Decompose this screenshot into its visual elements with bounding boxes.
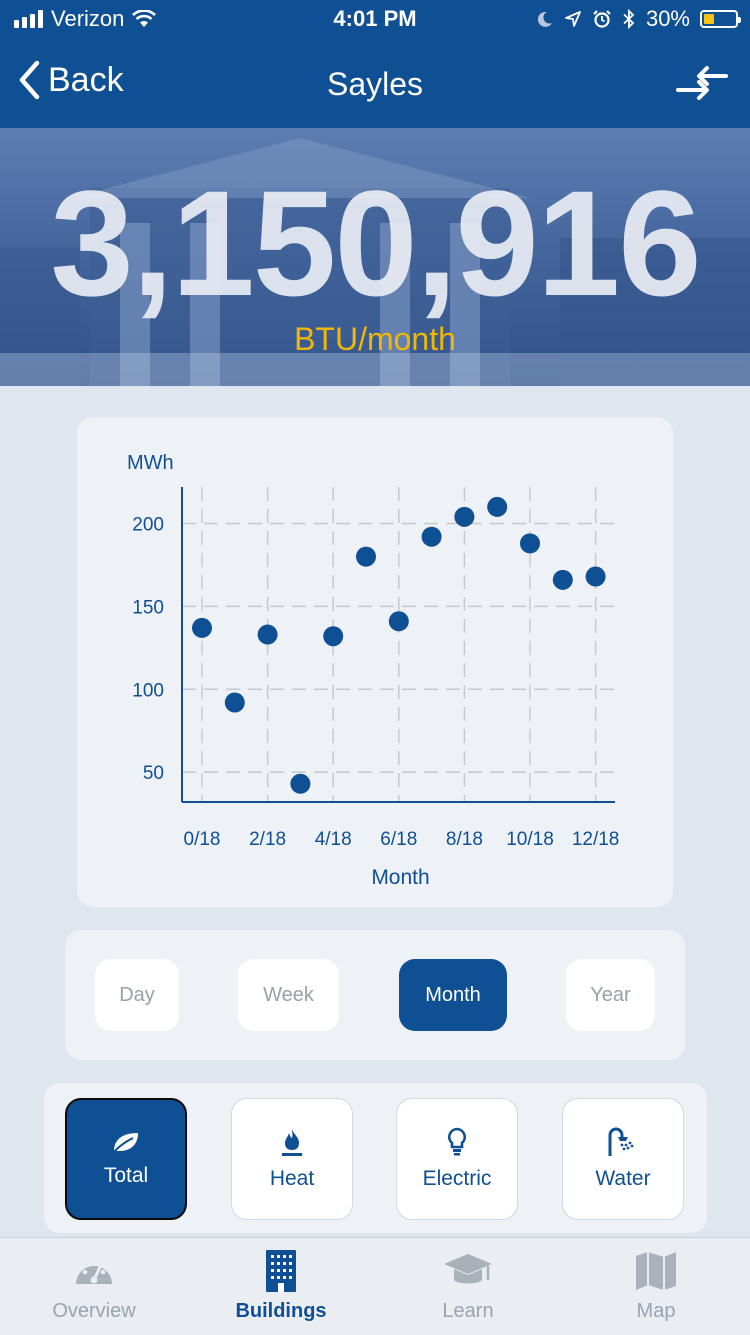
data-point <box>422 527 442 547</box>
status-bar: Verizon 4:01 PM 30% <box>0 0 750 40</box>
tab-buildings-label: Buildings <box>235 1300 326 1323</box>
x-tick-label: 6/18 <box>380 829 417 850</box>
tab-learn[interactable]: Learn <box>388 1250 548 1323</box>
navigation-bar: Back Sayles <box>0 40 750 128</box>
flame-icon <box>280 1127 304 1157</box>
type-heat-button[interactable]: Heat <box>231 1098 353 1220</box>
data-point <box>323 626 343 646</box>
data-point <box>487 497 507 517</box>
energy-chart: 50 100 150 200 0/18 2/18 4/18 6/18 8/18 10/18 12/1… <box>77 417 673 907</box>
location-arrow-icon <box>564 10 582 28</box>
tab-learn-label: Learn <box>442 1300 493 1323</box>
data-point <box>225 693 245 713</box>
y-tick-label: 200 <box>132 514 164 535</box>
utility-type-selector: Total Heat Electric Water <box>44 1083 707 1233</box>
data-point <box>290 774 310 794</box>
graduation-cap-icon <box>442 1250 494 1292</box>
data-point <box>356 547 376 567</box>
gauge-icon <box>73 1250 115 1292</box>
chart-card: 50 100 150 200 0/18 2/18 4/18 6/18 8/18 10/18 12/1… <box>77 417 673 907</box>
type-electric-label: Electric <box>423 1167 492 1191</box>
tab-overview[interactable]: Overview <box>14 1250 174 1323</box>
battery-icon <box>700 10 738 28</box>
leaf-icon <box>111 1130 141 1154</box>
period-selector: Day Week Month Year <box>65 930 685 1060</box>
tab-bar: Overview Buildings Learn Map <box>0 1237 750 1335</box>
type-water-button[interactable]: Water <box>562 1098 684 1220</box>
data-point <box>553 570 573 590</box>
status-icons: 30% <box>536 6 738 32</box>
period-week-button[interactable]: Week <box>238 959 339 1031</box>
y-tick-label: 50 <box>143 763 164 784</box>
moon-icon <box>536 10 554 28</box>
energy-unit: BTU/month <box>0 321 750 358</box>
y-tick-label: 150 <box>132 597 164 618</box>
x-tick-label: 8/18 <box>446 829 483 850</box>
bluetooth-icon <box>622 9 636 29</box>
building-icon <box>264 1250 298 1292</box>
period-month-button[interactable]: Month <box>399 959 507 1031</box>
type-total-label: Total <box>104 1164 148 1188</box>
data-point <box>520 533 540 553</box>
tab-map-label: Map <box>637 1300 676 1323</box>
period-day-button[interactable]: Day <box>95 959 179 1031</box>
energy-value: 3,150,916 <box>0 168 750 318</box>
tab-overview-label: Overview <box>52 1300 135 1323</box>
y-axis-label: MWh <box>127 452 174 474</box>
x-tick-label: 2/18 <box>249 829 286 850</box>
battery-percent: 30% <box>646 6 690 32</box>
data-point <box>192 618 212 638</box>
type-heat-label: Heat <box>270 1167 314 1191</box>
page-title: Sayles <box>0 66 750 103</box>
x-tick-label: 10/18 <box>506 829 554 850</box>
type-electric-button[interactable]: Electric <box>396 1098 518 1220</box>
data-point <box>586 567 606 587</box>
x-tick-label: 4/18 <box>315 829 352 850</box>
alarm-icon <box>592 9 612 29</box>
y-tick-label: 100 <box>132 680 164 701</box>
x-tick-label: 12/18 <box>572 829 620 850</box>
tab-map[interactable]: Map <box>576 1250 736 1323</box>
shower-icon <box>606 1127 640 1157</box>
x-tick-label: 0/18 <box>184 829 221 850</box>
data-point <box>258 625 278 645</box>
tab-buildings[interactable]: Buildings <box>201 1250 361 1323</box>
map-icon <box>634 1250 678 1292</box>
data-point <box>454 507 474 527</box>
x-axis-label: Month <box>371 866 429 889</box>
period-year-button[interactable]: Year <box>566 959 655 1031</box>
data-point <box>389 611 409 631</box>
type-water-label: Water <box>595 1167 650 1191</box>
type-total-button[interactable]: Total <box>65 1098 187 1220</box>
lightbulb-icon <box>446 1127 468 1157</box>
energy-hero: 3,150,916 BTU/month <box>0 128 750 386</box>
compare-arrows-icon[interactable] <box>676 64 728 104</box>
